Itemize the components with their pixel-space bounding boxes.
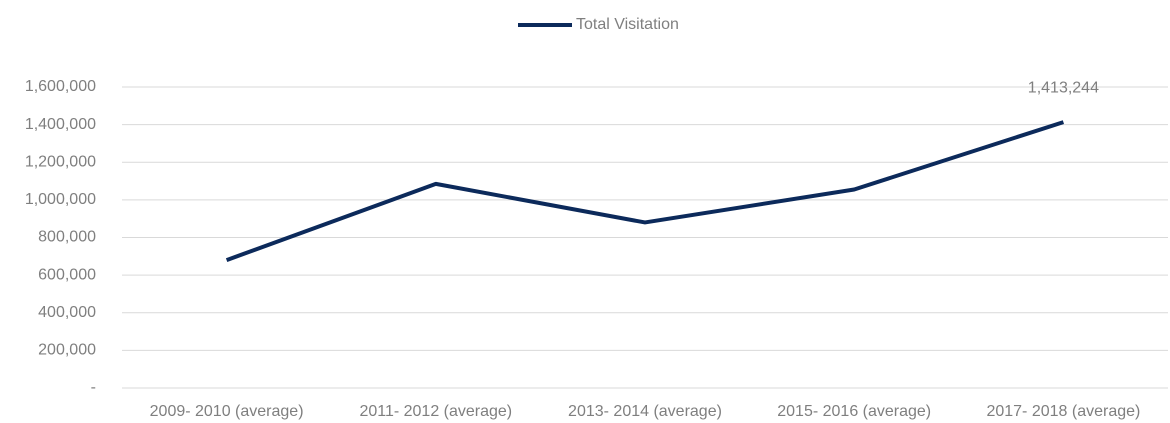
y-tick-label: 800,000 bbox=[38, 229, 96, 246]
y-tick-label: 200,000 bbox=[38, 342, 96, 359]
data-label: 1,413,244 bbox=[1028, 79, 1099, 96]
y-tick-label: 1,400,000 bbox=[25, 116, 96, 133]
y-tick-label: - bbox=[91, 379, 96, 396]
y-tick-label: 1,000,000 bbox=[25, 191, 96, 208]
x-tick-label: 2009- 2010 (average) bbox=[150, 403, 304, 420]
legend-label: Total Visitation bbox=[576, 16, 679, 33]
x-tick-label: 2013- 2014 (average) bbox=[568, 403, 722, 420]
line-series bbox=[225, 120, 1065, 262]
x-tick-label: 2015- 2016 (average) bbox=[777, 403, 931, 420]
x-tick-label: 2017- 2018 (average) bbox=[986, 403, 1140, 420]
y-tick-label: 600,000 bbox=[38, 266, 96, 283]
y-tick-label: 1,200,000 bbox=[25, 153, 96, 170]
y-tick-label: 1,600,000 bbox=[25, 78, 96, 95]
x-tick-label: 2011- 2012 (average) bbox=[359, 403, 512, 420]
y-tick-label: 400,000 bbox=[38, 304, 96, 321]
